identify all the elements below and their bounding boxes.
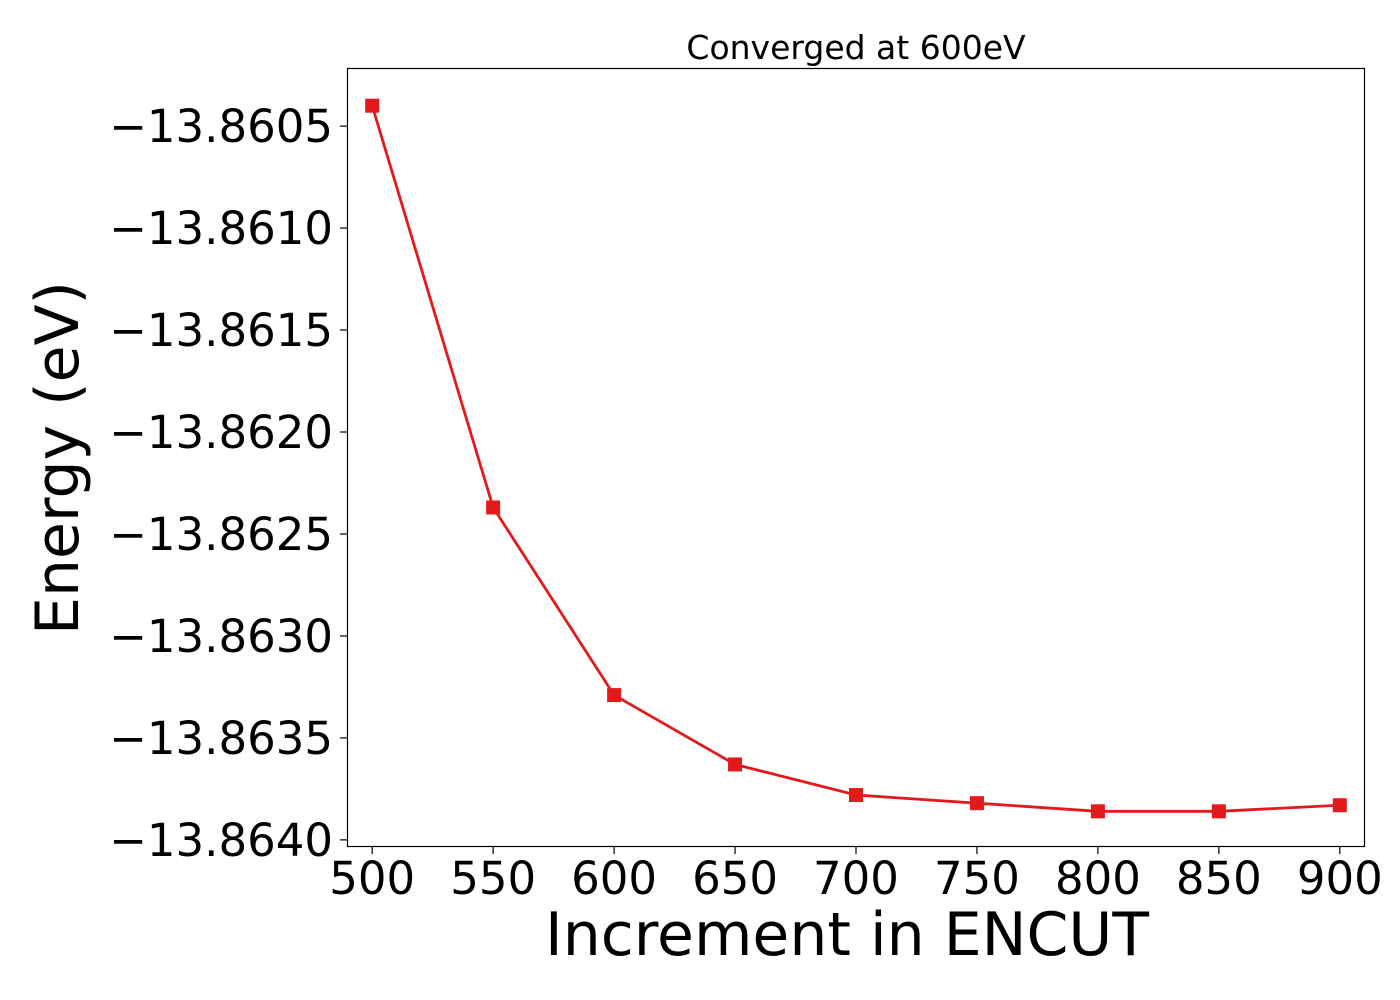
y-tick-label: −13.8610 [109, 202, 333, 255]
y-axis-title: Energy (eV) [23, 281, 93, 635]
y-axis: −13.8605 −13.8610 −13.8615 −13.8620 −13.8625… [109, 100, 348, 867]
x-axis: 500 550 600 650 700 750 800 850 900 [329, 846, 1383, 905]
data-point-marker [728, 757, 743, 772]
x-tick-label: 500 [329, 852, 415, 905]
data-point-marker [969, 796, 984, 811]
plot-frame [346, 67, 1366, 848]
y-tick-label: −13.8615 [109, 304, 333, 357]
y-tick-label: −13.8625 [109, 508, 333, 561]
x-tick-label: 850 [1176, 852, 1262, 905]
data-point-marker [1332, 798, 1347, 813]
data-point-marker [365, 98, 380, 113]
y-tick-label: −13.8635 [109, 712, 333, 765]
y-tick-label: −13.8605 [109, 100, 333, 153]
y-tick-label: −13.8630 [109, 610, 333, 663]
x-tick-label: 700 [813, 852, 899, 905]
x-tick-label: 600 [571, 852, 657, 905]
chart-title: Converged at 600eV [686, 28, 1026, 67]
x-tick-label: 750 [934, 852, 1020, 905]
data-point-marker [1211, 804, 1226, 819]
series-layer [365, 98, 1347, 819]
x-tick-label: 900 [1297, 852, 1383, 905]
x-tick-label: 650 [692, 852, 778, 905]
x-tick-label: 550 [450, 852, 536, 905]
x-axis-title: Increment in ENCUT [545, 900, 1149, 970]
y-tick-label: −13.8620 [109, 406, 333, 459]
data-point-marker [486, 500, 501, 515]
x-tick-label: 800 [1055, 852, 1141, 905]
y-tick-label: −13.8640 [109, 814, 333, 867]
series-line [370, 105, 1340, 813]
data-point-marker [1090, 804, 1105, 819]
data-point-marker [607, 688, 622, 703]
data-point-marker [849, 788, 863, 803]
